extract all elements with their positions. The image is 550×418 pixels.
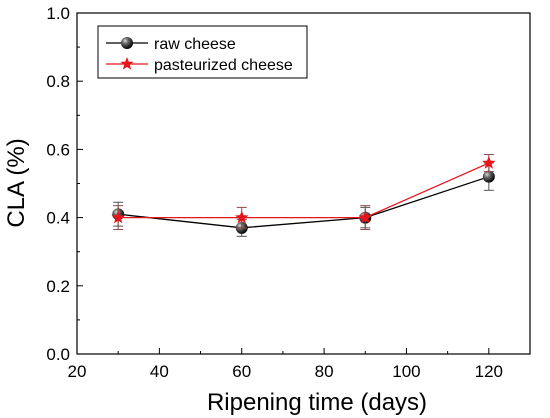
point-pasteurized-cheese-90 — [358, 210, 372, 224]
x-tick-label-40: 40 — [150, 362, 169, 381]
y-tick-label-0.6: 0.6 — [46, 140, 70, 159]
legend-box — [97, 25, 308, 79]
legend-marker-pasteurized-cheese — [120, 57, 134, 70]
y-tick-label-1.0: 1.0 — [46, 4, 70, 23]
legend-star-shape — [120, 57, 134, 70]
x-tick-label-60: 60 — [232, 362, 251, 381]
x-tick-label-20: 20 — [68, 362, 87, 381]
point-pasteurized-cheese-30 — [111, 210, 125, 224]
legend-label-pasteurized-cheese: pasteurized cheese — [154, 57, 293, 74]
y-tick-label-0.0: 0.0 — [46, 345, 70, 364]
legend-entry-pasteurized-cheese: pasteurized cheese — [106, 57, 293, 74]
series-pasteurized-cheese — [111, 154, 496, 231]
legend-label-raw-cheese: raw cheese — [154, 36, 236, 53]
x-tick-label-80: 80 — [315, 362, 334, 381]
point-pasteurized-cheese-60 — [235, 210, 249, 224]
x-tick-label-100: 100 — [392, 362, 420, 381]
y-tick-label-0.8: 0.8 — [46, 72, 70, 91]
legend-entry-raw-cheese: raw cheese — [106, 36, 236, 53]
series-raw-cheese — [112, 162, 495, 237]
series-line-raw-cheese — [118, 176, 490, 229]
x-tick-label-120: 120 — [475, 362, 503, 381]
point-pasteurized-cheese-120 — [482, 156, 496, 169]
legend: raw cheese pasteurized cheese — [97, 25, 308, 79]
y-tick-label-0.4: 0.4 — [46, 209, 70, 228]
y-axis: 0.0 0.2 0.4 0.6 0.8 1.0 — [46, 4, 83, 364]
y-axis-title: CLA (%) — [3, 138, 30, 227]
x-axis: 20 40 60 80 100 120 — [68, 348, 531, 381]
plot-content — [111, 154, 496, 237]
point-raw-cheese-120 — [482, 170, 495, 183]
series-line-pasteurized-cheese — [118, 162, 490, 219]
x-axis-title: Ripening time (days) — [207, 389, 427, 416]
legend-marker-raw-cheese — [121, 37, 133, 49]
y-tick-label-0.2: 0.2 — [46, 277, 70, 296]
